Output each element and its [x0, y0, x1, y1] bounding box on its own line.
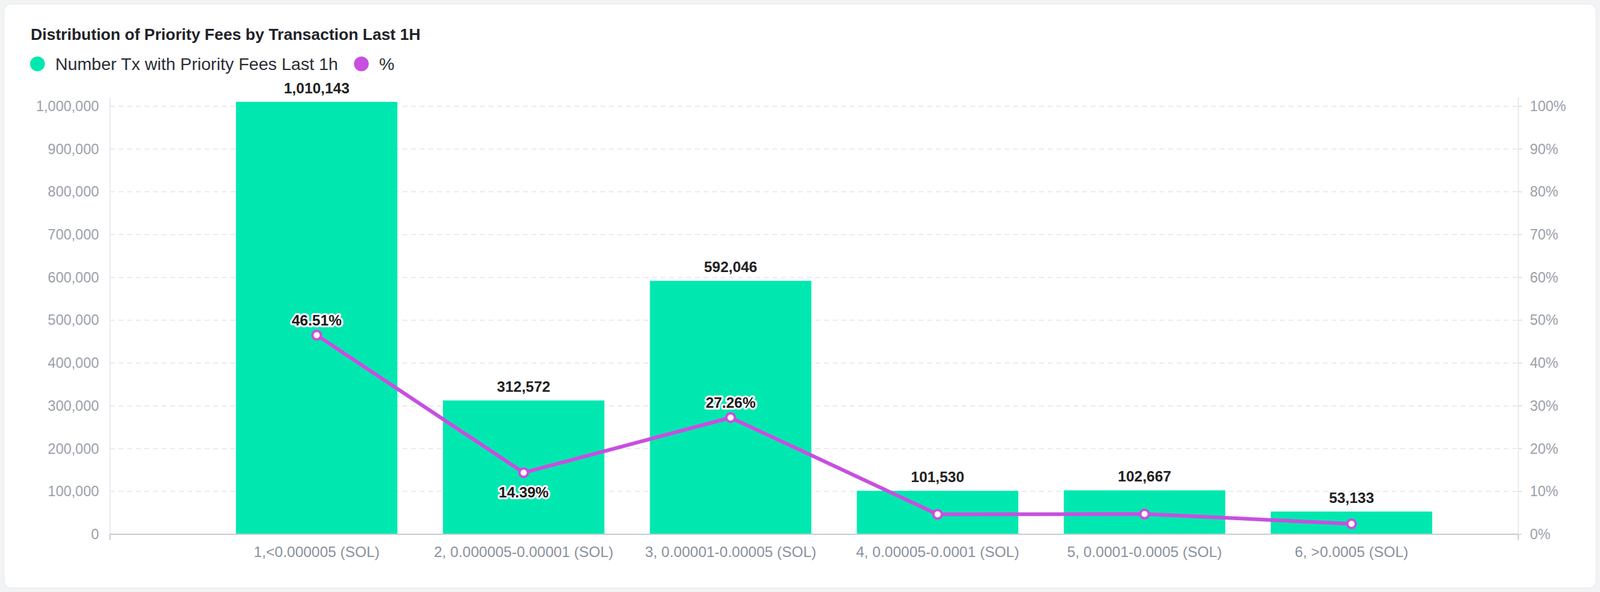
bar	[235, 101, 398, 535]
bar-data-label: 592,046	[704, 258, 758, 276]
y2-tick-label: 40%	[1529, 355, 1559, 372]
line-marker	[1347, 519, 1357, 529]
bar-data-label: 102,667	[1117, 468, 1172, 485]
x-tick-label: 3, 0.00001-0.00005 (SOL)	[645, 543, 817, 561]
y2-tick-label: 90%	[1529, 141, 1559, 158]
line-marker	[519, 468, 528, 478]
y-axis-line	[109, 97, 111, 535]
line-data-label: 14.39%	[498, 484, 549, 501]
x-tick-label: 2, 0.000005-0.00001 (SOL)	[433, 543, 614, 561]
x-axis-line	[109, 533, 1519, 536]
legend-label: Number Tx with Priority Fees Last 1h	[55, 54, 338, 74]
y2-tick	[1518, 448, 1522, 450]
bar	[650, 280, 812, 535]
bar-data-label: 53,133	[1329, 489, 1374, 507]
y-tick-label: 400,000	[47, 355, 99, 372]
y2-tick	[1518, 405, 1522, 407]
y2-tick	[1518, 191, 1522, 193]
y-tick-label: 600,000	[47, 269, 99, 286]
x-tick-label: 5, 0.0001-0.0005 (SOL)	[1067, 543, 1223, 561]
line-marker	[933, 509, 942, 519]
y2-tick-label: 60%	[1529, 269, 1559, 286]
y-tick-label: 300,000	[47, 398, 99, 415]
x-tick-label: 4, 0.00005-0.0001 (SOL)	[855, 543, 1020, 561]
y2-axis-line	[1517, 97, 1519, 535]
y2-tick-label: 50%	[1529, 312, 1559, 329]
bar	[443, 400, 605, 535]
y2-tick	[1518, 491, 1522, 493]
line	[316, 335, 1352, 525]
y2-tick	[1518, 105, 1522, 107]
bar-data-label: 312,572	[497, 378, 551, 396]
y2-tick-label: 10%	[1529, 483, 1559, 500]
title: Distribution of Priority Fees by Transac…	[30, 25, 421, 44]
x-tick-label: 6, >0.0005 (SOL)	[1294, 543, 1409, 561]
y2-tick-label: 100%	[1529, 98, 1567, 115]
y-tick-label: 800,000	[47, 183, 99, 200]
y-tick-label: 500,000	[47, 312, 99, 329]
y-tick-label: 1,000,000	[36, 98, 99, 115]
y-tick-label: 700,000	[47, 226, 99, 243]
line-marker	[726, 413, 735, 423]
y2-tick-label: 80%	[1529, 183, 1559, 200]
line-marker	[1140, 509, 1150, 519]
y2-tick-label: 70%	[1529, 226, 1559, 243]
line-data-label: 46.51%	[291, 312, 342, 329]
legend-swatch	[30, 56, 45, 72]
y2-tick	[1518, 148, 1522, 150]
bar-data-label: 1,010,143	[283, 79, 350, 97]
line-data-label: 27.26%	[705, 394, 756, 412]
y2-tick	[1518, 277, 1522, 279]
y-tick-label: 0	[90, 526, 99, 543]
plot-area	[235, 101, 1433, 535]
chart: Distribution of Priority Fees by Transac…	[0, 0, 1600, 592]
legend-label: %	[379, 54, 395, 74]
y2-tick	[1518, 362, 1522, 364]
x-tick-label: 1,<0.000005 (SOL)	[253, 543, 380, 561]
y2-tick	[1518, 320, 1522, 322]
x-tick	[1517, 534, 1519, 541]
legend-swatch	[353, 56, 369, 72]
y-tick-label: 900,000	[47, 141, 99, 158]
y-tick-label: 100,000	[47, 483, 99, 500]
y2-tick	[1518, 234, 1522, 236]
bar-data-label: 101,530	[911, 468, 965, 486]
y2-tick-label: 20%	[1529, 441, 1559, 458]
line-marker	[312, 331, 321, 340]
y2-tick-label: 0%	[1529, 526, 1551, 543]
x-tick	[109, 534, 111, 541]
y-tick-label: 200,000	[47, 441, 99, 458]
y2-tick-label: 30%	[1529, 398, 1559, 415]
